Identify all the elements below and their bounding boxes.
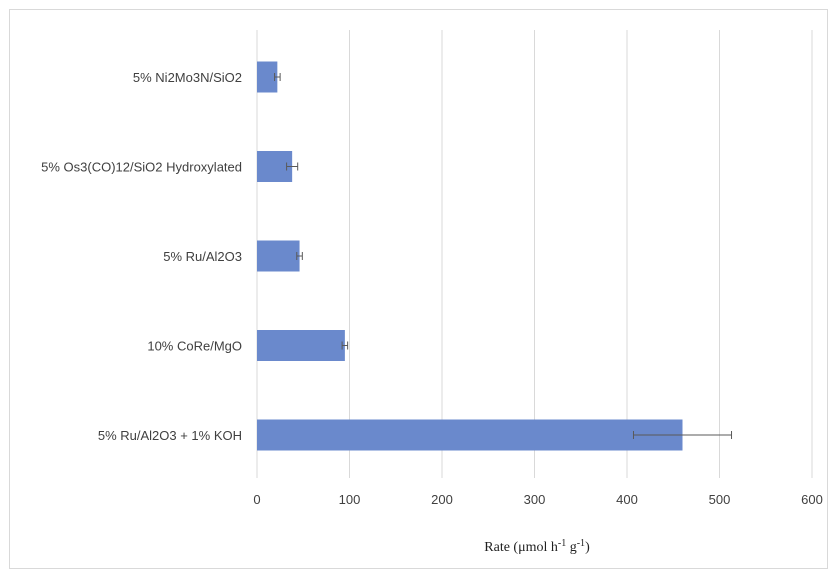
bar-chart: 5% Ni2Mo3N/SiO2 5% Os3(CO)12/SiO2 Hydroxy… bbox=[41, 30, 823, 555]
error-bar-2 bbox=[296, 252, 303, 260]
x-tick-label-400: 400 bbox=[616, 492, 638, 507]
category-labels: 5% Ni2Mo3N/SiO2 5% Os3(CO)12/SiO2 Hydroxy… bbox=[41, 70, 242, 443]
bars bbox=[257, 61, 683, 451]
category-label-4: 5% Ru/Al2O3 + 1% KOH bbox=[98, 428, 242, 443]
bar-4 bbox=[257, 419, 683, 451]
error-bar-4 bbox=[632, 431, 733, 439]
bar-0 bbox=[257, 61, 278, 93]
x-tick-label-0: 0 bbox=[253, 492, 260, 507]
x-tick-label-300: 300 bbox=[524, 492, 546, 507]
x-tick-label-200: 200 bbox=[431, 492, 453, 507]
category-label-2: 5% Ru/Al2O3 bbox=[163, 249, 242, 264]
category-label-1: 5% Os3(CO)12/SiO2 Hydroxylated bbox=[41, 160, 242, 175]
x-axis-title: Rate (μmol h-1 g-1) bbox=[484, 538, 590, 555]
x-tick-label-500: 500 bbox=[709, 492, 731, 507]
bar-3 bbox=[257, 330, 345, 361]
error-bars bbox=[274, 73, 733, 439]
x-tick-labels: 0 100 200 300 400 500 600 bbox=[253, 492, 822, 507]
x-tick-label-100: 100 bbox=[339, 492, 361, 507]
x-tick-label-600: 600 bbox=[801, 492, 823, 507]
bar-2 bbox=[257, 240, 300, 272]
error-bar-3 bbox=[341, 341, 349, 350]
gridlines bbox=[256, 30, 813, 478]
category-label-0: 5% Ni2Mo3N/SiO2 bbox=[133, 70, 242, 85]
error-bar-1 bbox=[286, 162, 299, 171]
category-label-3: 10% CoRe/MgO bbox=[147, 339, 242, 354]
chart-frame: 5% Ni2Mo3N/SiO2 5% Os3(CO)12/SiO2 Hydroxy… bbox=[9, 9, 828, 569]
error-bar-0 bbox=[274, 73, 281, 81]
